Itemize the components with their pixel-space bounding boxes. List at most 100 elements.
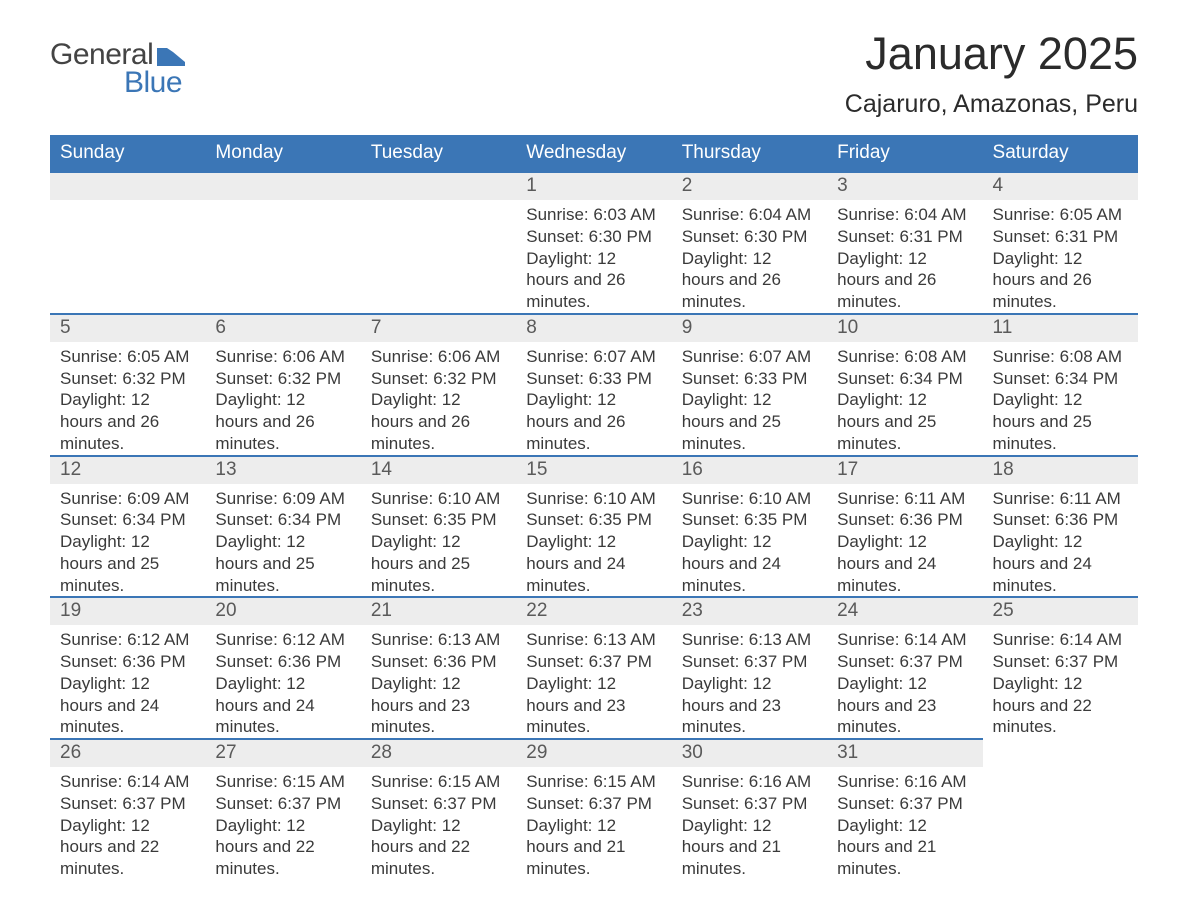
daylight-line: Daylight: 12 hours and 23 minutes. [371, 673, 506, 738]
weekday-row: SundayMondayTuesdayWednesdayThursdayFrid… [50, 135, 1138, 171]
day-details: Sunrise: 6:07 AMSunset: 6:33 PMDaylight:… [516, 342, 671, 455]
calendar-cell: 24Sunrise: 6:14 AMSunset: 6:37 PMDayligh… [827, 596, 982, 738]
calendar-cell: 19Sunrise: 6:12 AMSunset: 6:36 PMDayligh… [50, 596, 205, 738]
daylight-line: Daylight: 12 hours and 23 minutes. [526, 673, 661, 738]
day-number: 6 [205, 313, 360, 342]
day-details: Sunrise: 6:15 AMSunset: 6:37 PMDaylight:… [361, 767, 516, 880]
weekday-header: Wednesday [516, 135, 671, 171]
calendar-cell: 28Sunrise: 6:15 AMSunset: 6:37 PMDayligh… [361, 738, 516, 880]
calendar-cell: 20Sunrise: 6:12 AMSunset: 6:36 PMDayligh… [205, 596, 360, 738]
calendar-cell: 10Sunrise: 6:08 AMSunset: 6:34 PMDayligh… [827, 313, 982, 455]
sunrise-line: Sunrise: 6:08 AM [993, 346, 1128, 368]
day-number: 14 [361, 455, 516, 484]
daylight-line: Daylight: 12 hours and 25 minutes. [993, 389, 1128, 454]
daylight-line: Daylight: 12 hours and 25 minutes. [837, 389, 972, 454]
sunrise-line: Sunrise: 6:14 AM [837, 629, 972, 651]
day-details: Sunrise: 6:16 AMSunset: 6:37 PMDaylight:… [672, 767, 827, 880]
empty-day-bar [205, 171, 360, 200]
day-details: Sunrise: 6:04 AMSunset: 6:30 PMDaylight:… [672, 200, 827, 313]
weekday-header: Tuesday [361, 135, 516, 171]
calendar-cell: 22Sunrise: 6:13 AMSunset: 6:37 PMDayligh… [516, 596, 671, 738]
sunset-line: Sunset: 6:37 PM [993, 651, 1128, 673]
sunrise-line: Sunrise: 6:12 AM [60, 629, 195, 651]
day-number: 26 [50, 738, 205, 767]
calendar-week: 26Sunrise: 6:14 AMSunset: 6:37 PMDayligh… [50, 738, 1138, 880]
day-number: 29 [516, 738, 671, 767]
day-details: Sunrise: 6:12 AMSunset: 6:36 PMDaylight:… [205, 625, 360, 738]
title-block: January 2025 Cajaruro, Amazonas, Peru [845, 28, 1138, 119]
empty-day-bar [361, 171, 516, 200]
day-number: 1 [516, 171, 671, 200]
flag-icon [157, 48, 185, 66]
sunrise-line: Sunrise: 6:13 AM [526, 629, 661, 651]
day-details: Sunrise: 6:11 AMSunset: 6:36 PMDaylight:… [983, 484, 1138, 597]
sunset-line: Sunset: 6:36 PM [371, 651, 506, 673]
day-details: Sunrise: 6:05 AMSunset: 6:31 PMDaylight:… [983, 200, 1138, 313]
sunrise-line: Sunrise: 6:15 AM [526, 771, 661, 793]
sunrise-line: Sunrise: 6:04 AM [682, 204, 817, 226]
sunset-line: Sunset: 6:37 PM [682, 651, 817, 673]
day-details: Sunrise: 6:09 AMSunset: 6:34 PMDaylight:… [50, 484, 205, 597]
calendar-cell: 21Sunrise: 6:13 AMSunset: 6:36 PMDayligh… [361, 596, 516, 738]
calendar-cell: 1Sunrise: 6:03 AMSunset: 6:30 PMDaylight… [516, 171, 671, 313]
daylight-line: Daylight: 12 hours and 24 minutes. [993, 531, 1128, 596]
sunset-line: Sunset: 6:32 PM [215, 368, 350, 390]
sunset-line: Sunset: 6:31 PM [837, 226, 972, 248]
sunset-line: Sunset: 6:35 PM [526, 509, 661, 531]
sunrise-line: Sunrise: 6:11 AM [993, 488, 1128, 510]
calendar-cell: 25Sunrise: 6:14 AMSunset: 6:37 PMDayligh… [983, 596, 1138, 738]
daylight-line: Daylight: 12 hours and 26 minutes. [526, 248, 661, 313]
daylight-line: Daylight: 12 hours and 24 minutes. [215, 673, 350, 738]
daylight-line: Daylight: 12 hours and 25 minutes. [60, 531, 195, 596]
sunset-line: Sunset: 6:36 PM [837, 509, 972, 531]
sunset-line: Sunset: 6:34 PM [837, 368, 972, 390]
calendar-table: SundayMondayTuesdayWednesdayThursdayFrid… [50, 135, 1138, 880]
daylight-line: Daylight: 12 hours and 26 minutes. [993, 248, 1128, 313]
day-details: Sunrise: 6:16 AMSunset: 6:37 PMDaylight:… [827, 767, 982, 880]
daylight-line: Daylight: 12 hours and 26 minutes. [837, 248, 972, 313]
sunset-line: Sunset: 6:35 PM [682, 509, 817, 531]
day-details: Sunrise: 6:14 AMSunset: 6:37 PMDaylight:… [983, 625, 1138, 738]
sunrise-line: Sunrise: 6:10 AM [682, 488, 817, 510]
sunset-line: Sunset: 6:31 PM [993, 226, 1128, 248]
calendar-cell: 29Sunrise: 6:15 AMSunset: 6:37 PMDayligh… [516, 738, 671, 880]
calendar-cell: 5Sunrise: 6:05 AMSunset: 6:32 PMDaylight… [50, 313, 205, 455]
sunset-line: Sunset: 6:32 PM [60, 368, 195, 390]
day-number: 17 [827, 455, 982, 484]
sunset-line: Sunset: 6:36 PM [60, 651, 195, 673]
sunset-line: Sunset: 6:34 PM [993, 368, 1128, 390]
day-number: 13 [205, 455, 360, 484]
day-number: 11 [983, 313, 1138, 342]
day-details: Sunrise: 6:06 AMSunset: 6:32 PMDaylight:… [205, 342, 360, 455]
calendar-cell: 11 Sunrise: 6:08 AMSunset: 6:34 PMDayligh… [983, 313, 1138, 455]
sunrise-line: Sunrise: 6:05 AM [60, 346, 195, 368]
day-details: Sunrise: 6:07 AMSunset: 6:33 PMDaylight:… [672, 342, 827, 455]
calendar-cell: 23Sunrise: 6:13 AMSunset: 6:37 PMDayligh… [672, 596, 827, 738]
day-number: 21 [361, 596, 516, 625]
calendar-page: General Blue January 2025 Cajaruro, Amaz… [0, 0, 1188, 918]
day-number: 25 [983, 596, 1138, 625]
sunrise-line: Sunrise: 6:04 AM [837, 204, 972, 226]
calendar-cell: 3Sunrise: 6:04 AMSunset: 6:31 PMDaylight… [827, 171, 982, 313]
calendar-cell: 9Sunrise: 6:07 AMSunset: 6:33 PMDaylight… [672, 313, 827, 455]
day-details: Sunrise: 6:05 AMSunset: 6:32 PMDaylight:… [50, 342, 205, 455]
daylight-line: Daylight: 12 hours and 26 minutes. [215, 389, 350, 454]
sunset-line: Sunset: 6:36 PM [215, 651, 350, 673]
day-details: Sunrise: 6:13 AMSunset: 6:37 PMDaylight:… [516, 625, 671, 738]
daylight-line: Daylight: 12 hours and 25 minutes. [371, 531, 506, 596]
sunrise-line: Sunrise: 6:06 AM [371, 346, 506, 368]
daylight-line: Daylight: 12 hours and 24 minutes. [526, 531, 661, 596]
calendar-week: 1Sunrise: 6:03 AMSunset: 6:30 PMDaylight… [50, 171, 1138, 313]
sunrise-line: Sunrise: 6:09 AM [60, 488, 195, 510]
daylight-line: Daylight: 12 hours and 21 minutes. [682, 815, 817, 880]
day-details: Sunrise: 6:09 AMSunset: 6:34 PMDaylight:… [205, 484, 360, 597]
sunset-line: Sunset: 6:30 PM [682, 226, 817, 248]
sunset-line: Sunset: 6:37 PM [837, 793, 972, 815]
sunset-line: Sunset: 6:37 PM [215, 793, 350, 815]
calendar-cell [983, 738, 1138, 880]
daylight-line: Daylight: 12 hours and 24 minutes. [60, 673, 195, 738]
calendar-head: SundayMondayTuesdayWednesdayThursdayFrid… [50, 135, 1138, 171]
day-number: 5 [50, 313, 205, 342]
calendar-cell: 15Sunrise: 6:10 AMSunset: 6:35 PMDayligh… [516, 455, 671, 597]
day-details: Sunrise: 6:10 AMSunset: 6:35 PMDaylight:… [516, 484, 671, 597]
